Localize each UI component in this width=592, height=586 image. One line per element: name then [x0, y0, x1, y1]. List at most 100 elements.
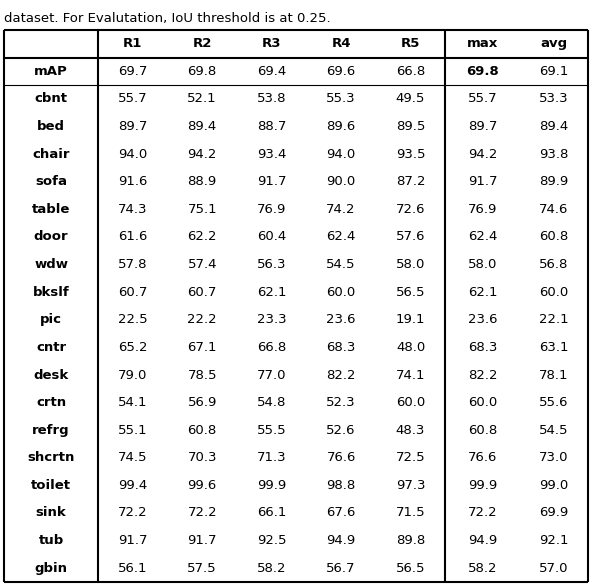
Text: 94.2: 94.2	[468, 148, 497, 161]
Text: chair: chair	[33, 148, 70, 161]
Text: 91.7: 91.7	[468, 175, 497, 188]
Text: 92.1: 92.1	[539, 534, 569, 547]
Text: 58.2: 58.2	[257, 562, 287, 575]
Text: 48.3: 48.3	[396, 424, 425, 437]
Text: 82.2: 82.2	[326, 369, 356, 381]
Text: R3: R3	[262, 38, 281, 50]
Text: 69.7: 69.7	[118, 65, 147, 78]
Text: 62.1: 62.1	[257, 286, 287, 299]
Text: desk: desk	[33, 369, 69, 381]
Text: 74.3: 74.3	[118, 203, 147, 216]
Text: 55.7: 55.7	[468, 93, 497, 105]
Text: 75.1: 75.1	[188, 203, 217, 216]
Text: 94.0: 94.0	[326, 148, 356, 161]
Text: 69.8: 69.8	[466, 65, 499, 78]
Text: 56.9: 56.9	[188, 396, 217, 409]
Text: 99.0: 99.0	[539, 479, 568, 492]
Text: 89.7: 89.7	[118, 120, 147, 133]
Text: 53.8: 53.8	[257, 93, 287, 105]
Text: 60.8: 60.8	[188, 424, 217, 437]
Text: 89.9: 89.9	[539, 175, 568, 188]
Text: 92.5: 92.5	[257, 534, 287, 547]
Text: 77.0: 77.0	[257, 369, 287, 381]
Text: 54.8: 54.8	[257, 396, 287, 409]
Text: 56.5: 56.5	[396, 562, 425, 575]
Text: 54.1: 54.1	[118, 396, 147, 409]
Text: 69.4: 69.4	[257, 65, 287, 78]
Text: 91.7: 91.7	[118, 534, 147, 547]
Text: max: max	[467, 38, 498, 50]
Text: mAP: mAP	[34, 65, 68, 78]
Text: 82.2: 82.2	[468, 369, 497, 381]
Text: 60.8: 60.8	[539, 230, 568, 244]
Text: 66.1: 66.1	[257, 506, 287, 520]
Text: 52.6: 52.6	[326, 424, 356, 437]
Text: 72.6: 72.6	[396, 203, 425, 216]
Text: 99.6: 99.6	[188, 479, 217, 492]
Text: R1: R1	[123, 38, 143, 50]
Text: bed: bed	[37, 120, 65, 133]
Text: 55.5: 55.5	[257, 424, 287, 437]
Text: 69.1: 69.1	[539, 65, 569, 78]
Text: 76.6: 76.6	[326, 451, 356, 464]
Text: 52.1: 52.1	[188, 93, 217, 105]
Text: 69.6: 69.6	[326, 65, 356, 78]
Text: 58.2: 58.2	[468, 562, 497, 575]
Text: 56.5: 56.5	[396, 286, 425, 299]
Text: 89.4: 89.4	[188, 120, 217, 133]
Text: 56.8: 56.8	[539, 258, 569, 271]
Text: door: door	[34, 230, 68, 244]
Text: 74.5: 74.5	[118, 451, 147, 464]
Text: 57.4: 57.4	[188, 258, 217, 271]
Text: 68.3: 68.3	[326, 341, 356, 354]
Text: 89.6: 89.6	[326, 120, 356, 133]
Text: crtn: crtn	[36, 396, 66, 409]
Text: 74.1: 74.1	[396, 369, 425, 381]
Text: 94.2: 94.2	[188, 148, 217, 161]
Text: 98.8: 98.8	[326, 479, 356, 492]
Text: 61.6: 61.6	[118, 230, 147, 244]
Text: 76.9: 76.9	[468, 203, 497, 216]
Text: 65.2: 65.2	[118, 341, 147, 354]
Text: 57.8: 57.8	[118, 258, 147, 271]
Text: shcrtn: shcrtn	[27, 451, 75, 464]
Text: 71.5: 71.5	[395, 506, 425, 520]
Text: 53.3: 53.3	[539, 93, 569, 105]
Text: 62.1: 62.1	[468, 286, 497, 299]
Text: 60.7: 60.7	[188, 286, 217, 299]
Text: R2: R2	[192, 38, 212, 50]
Text: 73.0: 73.0	[539, 451, 569, 464]
Text: 99.4: 99.4	[118, 479, 147, 492]
Text: 54.5: 54.5	[326, 258, 356, 271]
Text: wdw: wdw	[34, 258, 68, 271]
Text: 72.2: 72.2	[118, 506, 147, 520]
Text: 87.2: 87.2	[396, 175, 425, 188]
Text: 94.0: 94.0	[118, 148, 147, 161]
Text: cbnt: cbnt	[34, 93, 67, 105]
Text: 22.1: 22.1	[539, 314, 569, 326]
Text: 93.5: 93.5	[396, 148, 425, 161]
Text: 55.6: 55.6	[539, 396, 569, 409]
Text: 67.6: 67.6	[326, 506, 356, 520]
Text: gbin: gbin	[34, 562, 67, 575]
Text: 62.4: 62.4	[326, 230, 356, 244]
Text: 52.3: 52.3	[326, 396, 356, 409]
Text: pic: pic	[40, 314, 62, 326]
Text: 67.1: 67.1	[188, 341, 217, 354]
Text: 88.7: 88.7	[257, 120, 287, 133]
Text: 78.1: 78.1	[539, 369, 569, 381]
Text: refrg: refrg	[32, 424, 70, 437]
Text: 97.3: 97.3	[396, 479, 425, 492]
Text: sink: sink	[36, 506, 66, 520]
Text: 74.6: 74.6	[539, 203, 569, 216]
Text: 71.3: 71.3	[257, 451, 287, 464]
Text: 54.5: 54.5	[539, 424, 569, 437]
Text: 89.8: 89.8	[396, 534, 425, 547]
Text: R5: R5	[401, 38, 420, 50]
Text: 58.0: 58.0	[396, 258, 425, 271]
Text: 60.7: 60.7	[118, 286, 147, 299]
Text: 69.9: 69.9	[539, 506, 568, 520]
Text: 60.8: 60.8	[468, 424, 497, 437]
Text: 93.4: 93.4	[257, 148, 287, 161]
Text: R4: R4	[332, 38, 351, 50]
